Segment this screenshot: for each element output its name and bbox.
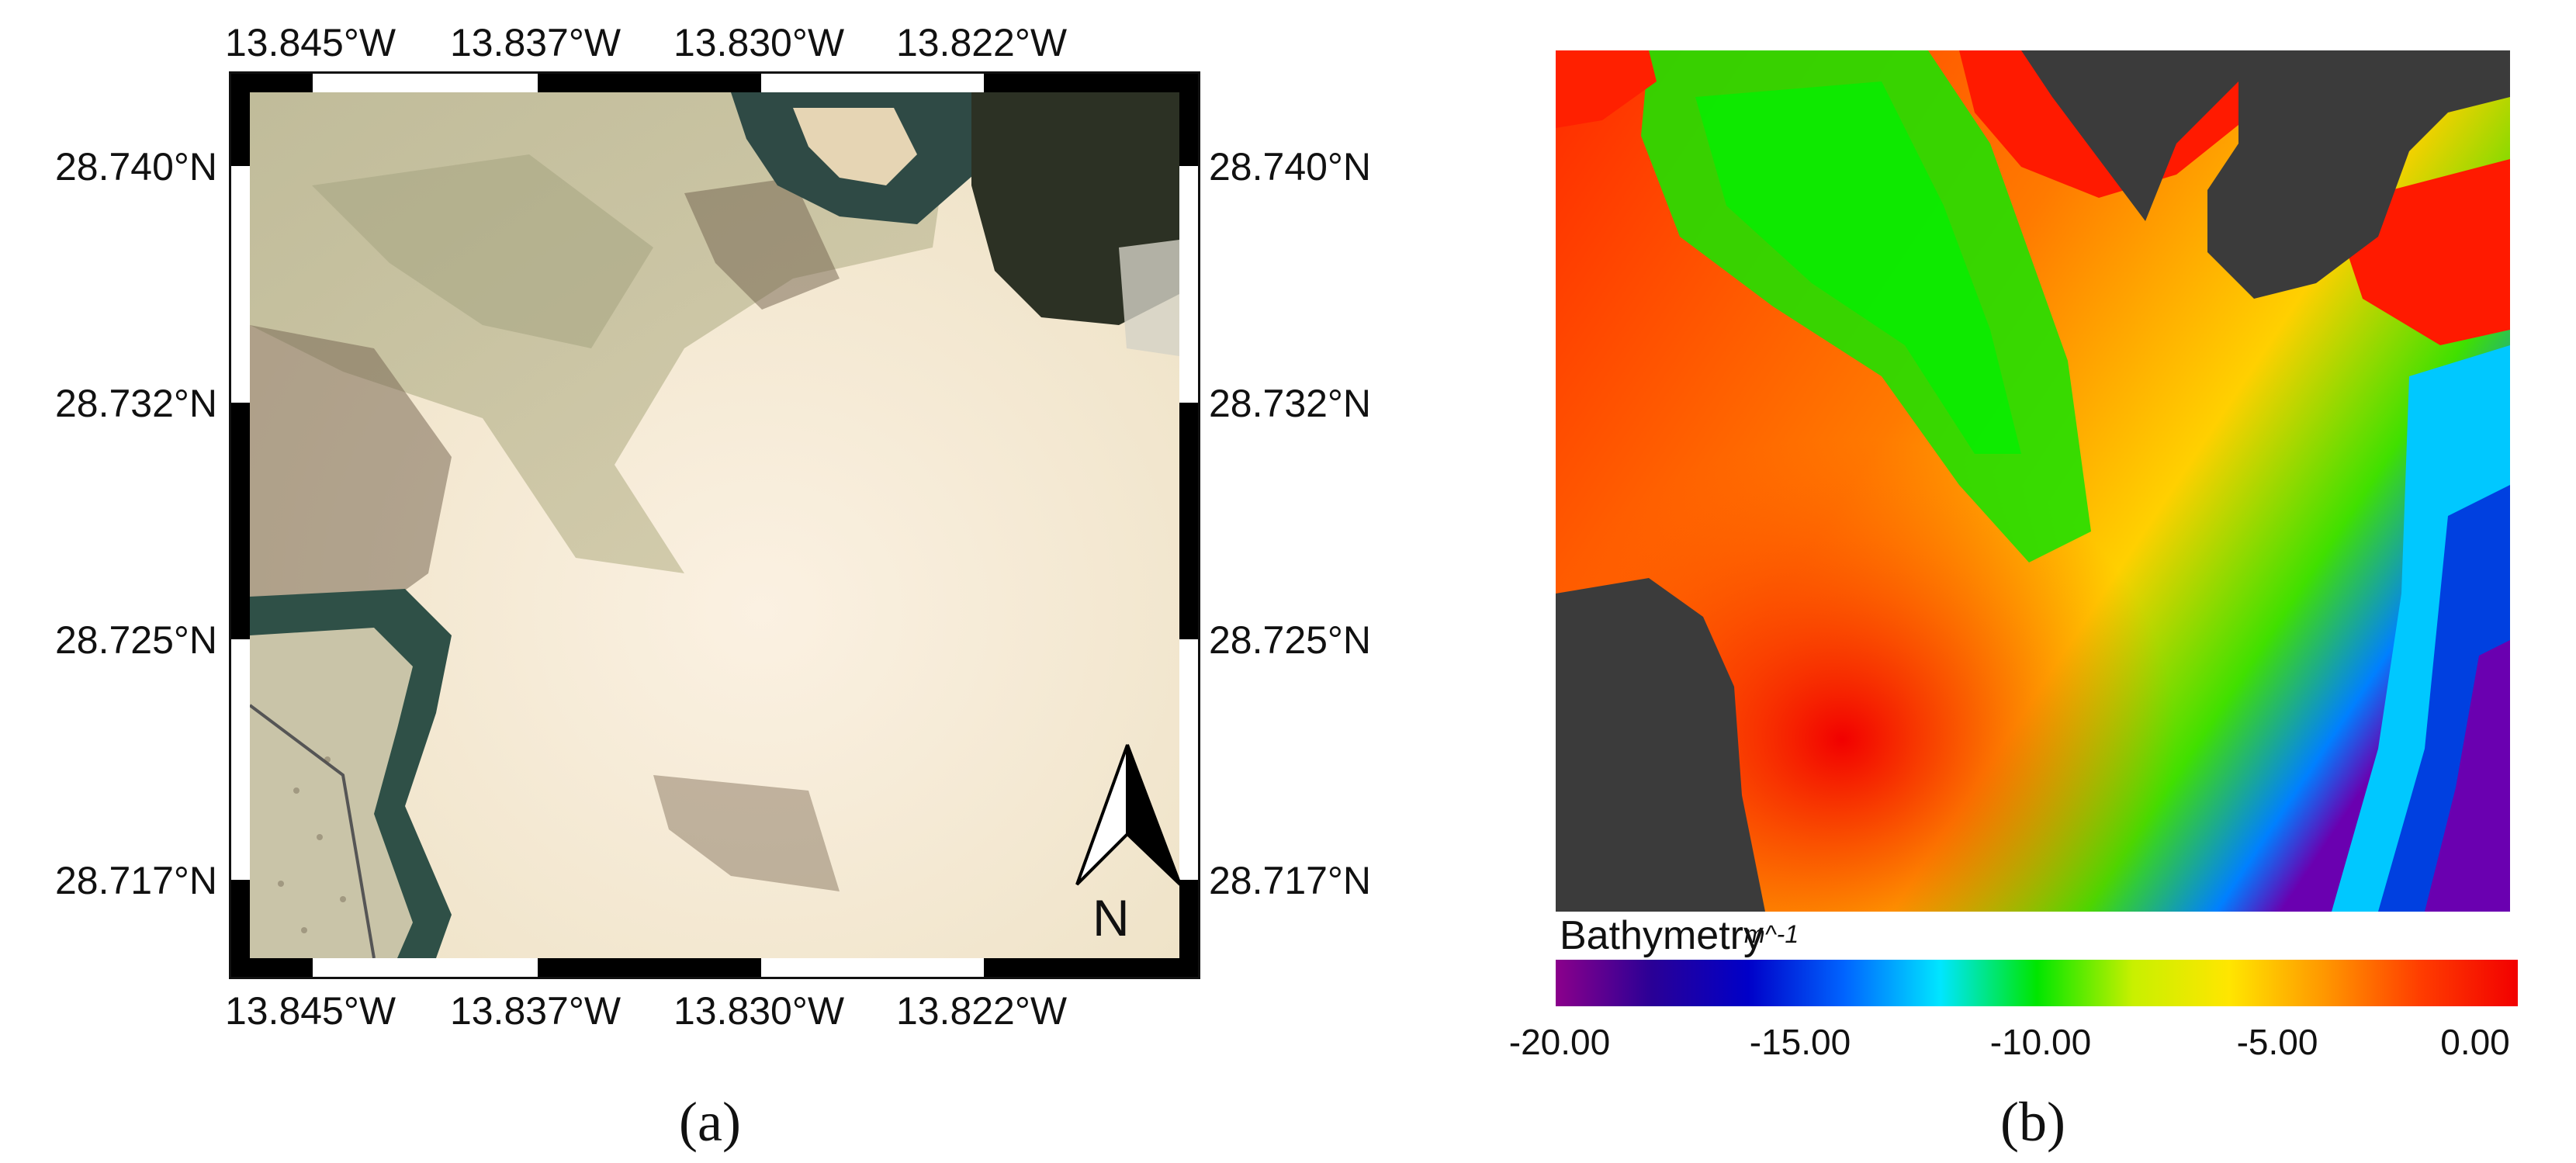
left-latitude-label: 28.717°N	[54, 859, 217, 902]
frame-ruler-top	[231, 74, 1198, 92]
right-latitude-label: 28.717°N	[1209, 859, 1372, 902]
colorbar-tick: -15.00	[1749, 1022, 1851, 1062]
colorbar-unit: m^-1	[1744, 920, 1799, 948]
satellite-image	[250, 92, 1179, 958]
top-longitude-label: 13.822°W	[895, 21, 1068, 64]
satellite-image-frame: N	[229, 71, 1200, 979]
frame-ruler-left	[231, 92, 250, 958]
bottom-longitude-label: 13.822°W	[895, 989, 1068, 1033]
colorbar-tick: -20.00	[1508, 1022, 1611, 1062]
colorbar-tick: -5.00	[2236, 1022, 2318, 1062]
frame-ruler-right	[1179, 92, 1198, 958]
left-latitude-label: 28.740°N	[54, 145, 217, 189]
bathymetry-map	[1556, 50, 2510, 912]
top-longitude-label: 13.845°W	[224, 21, 396, 64]
colorbar-gradient	[1556, 960, 2518, 1006]
frame-ruler-bottom	[231, 958, 1198, 977]
colorbar-title: Bathymetry	[1560, 913, 1764, 958]
left-latitude-label: 28.732°N	[54, 382, 217, 425]
bottom-longitude-label: 13.830°W	[673, 989, 845, 1033]
panel-b-label: (b)	[2000, 1091, 2065, 1153]
top-longitude-label: 13.837°W	[449, 21, 621, 64]
left-latitude-label: 28.725°N	[54, 618, 217, 662]
bottom-longitude-label: 13.845°W	[224, 989, 396, 1033]
bottom-longitude-label: 13.837°W	[449, 989, 621, 1033]
top-longitude-label: 13.830°W	[673, 21, 845, 64]
colorbar-tick: -10.00	[1989, 1022, 2092, 1062]
right-latitude-label: 28.732°N	[1209, 382, 1372, 425]
right-latitude-label: 28.740°N	[1209, 145, 1372, 189]
north-arrow-label: N	[1092, 889, 1130, 947]
colorbar-tick: 0.00	[2440, 1022, 2510, 1062]
panel-a-label: (a)	[679, 1091, 741, 1153]
north-arrow-icon	[1075, 744, 1182, 886]
right-latitude-label: 28.725°N	[1209, 618, 1372, 662]
